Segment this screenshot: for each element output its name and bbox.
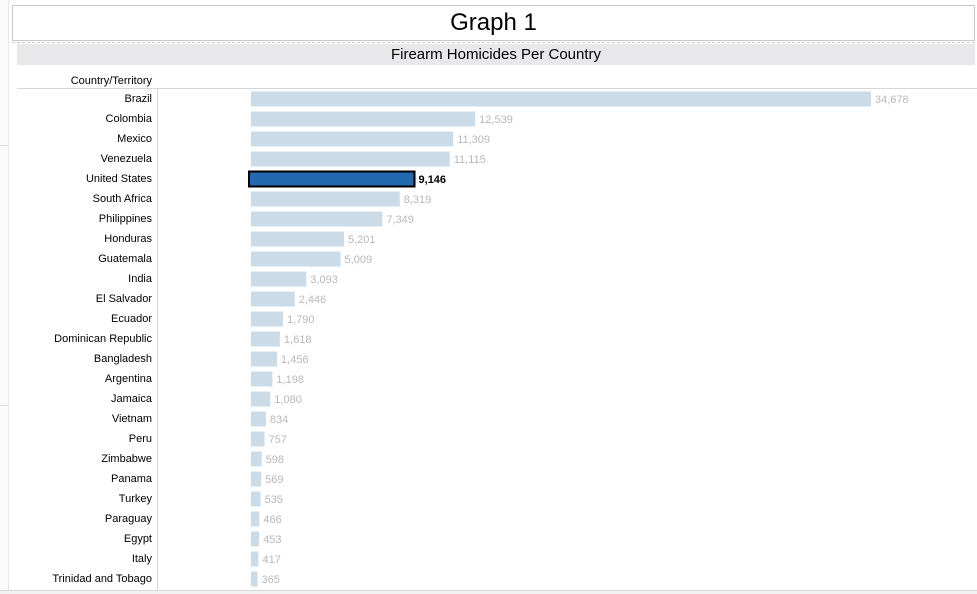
bar[interactable] <box>251 351 278 367</box>
value-label: 453 <box>263 534 281 546</box>
bar[interactable] <box>251 151 450 167</box>
value-label: 569 <box>265 474 283 486</box>
row-label: Vietnam <box>112 413 152 425</box>
value-label: 1,618 <box>284 334 312 346</box>
value-label: 417 <box>262 554 280 566</box>
value-label: 2,446 <box>299 294 327 306</box>
row-label: United States <box>86 173 153 185</box>
bar-chart: Brazil 34,678 Colombia 12,539 Mexico 11,309 Ve… <box>52 91 909 587</box>
dashboard-title: Graph 1 <box>12 5 975 41</box>
bar[interactable] <box>251 371 273 387</box>
value-label: 1,198 <box>276 374 304 386</box>
panel-edge-tick <box>0 145 8 146</box>
bar[interactable] <box>251 471 262 487</box>
value-label: 9,146 <box>419 174 447 186</box>
row-label: Mexico <box>117 133 152 145</box>
bar[interactable] <box>251 331 280 347</box>
row-label: South Africa <box>93 193 153 205</box>
row-label: Panama <box>111 473 153 485</box>
bar[interactable] <box>251 551 259 567</box>
bar[interactable] <box>251 411 266 427</box>
label-column-divider <box>157 89 158 590</box>
bar[interactable] <box>251 231 344 247</box>
row-label: Jamaica <box>111 393 153 405</box>
value-label: 12,539 <box>479 114 513 126</box>
bar[interactable] <box>251 271 307 287</box>
bar[interactable] <box>251 531 260 547</box>
value-label: 5,009 <box>345 254 373 266</box>
row-label: Italy <box>132 553 153 565</box>
row-label: Brazil <box>124 93 152 105</box>
bottom-divider <box>0 590 977 591</box>
row-label: Dominican Republic <box>54 333 152 345</box>
bar[interactable] <box>251 311 284 327</box>
bar[interactable] <box>251 91 871 107</box>
title-divider <box>12 42 975 43</box>
row-label: Zimbabwe <box>101 453 152 465</box>
bar[interactable] <box>251 391 271 407</box>
bar[interactable] <box>251 131 454 147</box>
value-label: 8,319 <box>404 194 432 206</box>
row-label: Venezuela <box>101 153 153 165</box>
bar[interactable] <box>251 211 383 227</box>
row-label: Paraguay <box>105 513 153 525</box>
left-panel-edge <box>0 0 9 594</box>
bar[interactable] <box>251 191 400 207</box>
value-label: 1,080 <box>274 394 302 406</box>
value-label: 365 <box>262 574 280 586</box>
value-label: 34,678 <box>875 94 909 106</box>
row-label: El Salvador <box>96 293 153 305</box>
bar[interactable] <box>251 111 476 127</box>
value-label: 5,201 <box>348 234 376 246</box>
bar[interactable] <box>251 571 258 587</box>
header-divider <box>17 88 977 89</box>
row-label: Colombia <box>106 113 153 125</box>
row-header: Country/Territory <box>70 75 152 87</box>
row-label: Argentina <box>105 373 153 385</box>
panel-edge-tick <box>0 405 8 406</box>
bar[interactable] <box>251 431 265 447</box>
chart-title: Firearm Homicides Per Country <box>17 44 975 65</box>
row-label: Guatemala <box>98 253 153 265</box>
value-label: 834 <box>270 414 288 426</box>
value-label: 757 <box>269 434 287 446</box>
bar[interactable] <box>251 451 262 467</box>
value-label: 1,456 <box>281 354 309 366</box>
row-label: Trinidad and Tobago <box>52 573 152 585</box>
row-label: Honduras <box>104 233 152 245</box>
bar[interactable] <box>251 491 261 507</box>
row-label: Philippines <box>99 213 153 225</box>
value-label: 535 <box>265 494 283 506</box>
row-label: India <box>128 273 153 285</box>
bar[interactable] <box>251 251 341 267</box>
row-label: Egypt <box>124 533 152 545</box>
value-label: 3,093 <box>310 274 338 286</box>
value-label: 466 <box>263 514 281 526</box>
row-label: Ecuador <box>111 313 152 325</box>
value-label: 11,115 <box>454 154 486 166</box>
bar-highlighted[interactable] <box>248 170 416 188</box>
row-label: Bangladesh <box>94 353 152 365</box>
bar[interactable] <box>251 291 295 307</box>
value-label: 598 <box>266 454 284 466</box>
bar[interactable] <box>251 511 260 527</box>
bottom-scrollbar[interactable] <box>0 591 977 594</box>
row-label: Peru <box>129 433 152 445</box>
value-label: 7,349 <box>386 214 414 226</box>
value-label: 1,790 <box>287 314 315 326</box>
value-label: 11,309 <box>457 134 490 146</box>
row-label: Turkey <box>119 493 153 505</box>
